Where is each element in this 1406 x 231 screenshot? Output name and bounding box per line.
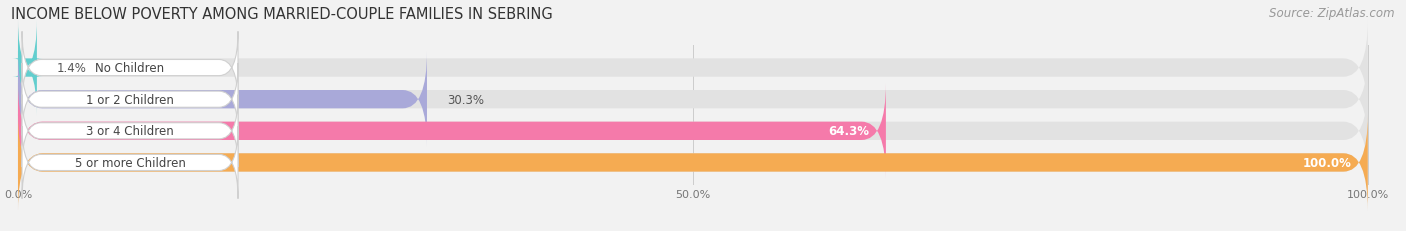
FancyBboxPatch shape	[18, 52, 1368, 147]
FancyBboxPatch shape	[18, 21, 1368, 116]
Text: INCOME BELOW POVERTY AMONG MARRIED-COUPLE FAMILIES IN SEBRING: INCOME BELOW POVERTY AMONG MARRIED-COUPL…	[11, 7, 553, 22]
FancyBboxPatch shape	[18, 84, 886, 179]
FancyBboxPatch shape	[18, 115, 1368, 210]
Text: Source: ZipAtlas.com: Source: ZipAtlas.com	[1270, 7, 1395, 20]
FancyBboxPatch shape	[22, 32, 238, 104]
FancyBboxPatch shape	[22, 95, 238, 167]
FancyBboxPatch shape	[18, 84, 1368, 179]
Text: No Children: No Children	[96, 62, 165, 75]
Text: 30.3%: 30.3%	[447, 93, 484, 106]
Text: 64.3%: 64.3%	[828, 125, 870, 138]
FancyBboxPatch shape	[18, 52, 427, 147]
Text: 1.4%: 1.4%	[58, 62, 87, 75]
FancyBboxPatch shape	[22, 64, 238, 136]
FancyBboxPatch shape	[18, 115, 1368, 210]
Text: 100.0%: 100.0%	[1303, 156, 1351, 169]
Text: 5 or more Children: 5 or more Children	[75, 156, 186, 169]
FancyBboxPatch shape	[13, 21, 42, 116]
Text: 1 or 2 Children: 1 or 2 Children	[86, 93, 174, 106]
FancyBboxPatch shape	[22, 127, 238, 199]
Text: 3 or 4 Children: 3 or 4 Children	[86, 125, 174, 138]
